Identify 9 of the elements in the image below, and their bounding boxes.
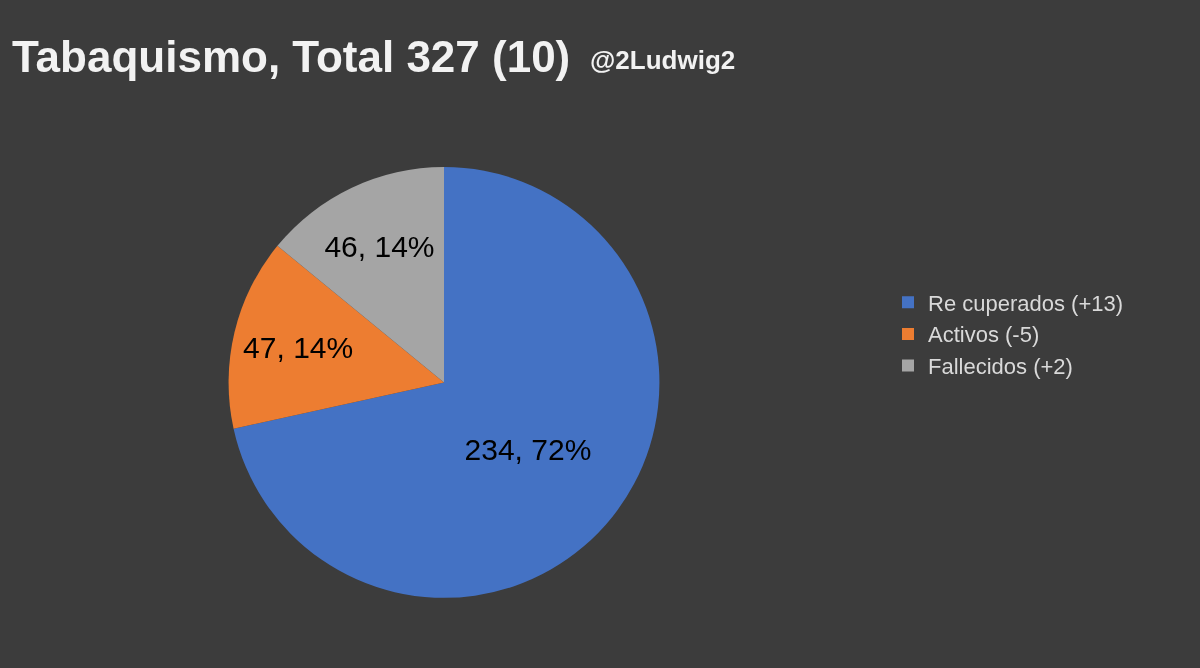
legend-label: Activos (-5) bbox=[928, 322, 1040, 348]
chart-subtitle: @2Ludwig2 bbox=[590, 45, 736, 75]
legend-label: Fallecidos (+2) bbox=[928, 354, 1073, 380]
data-label: 46, 14% bbox=[324, 229, 435, 263]
chart-title: Tabaquismo, Total 327 (10) bbox=[12, 32, 571, 81]
data-label: 47, 14% bbox=[243, 330, 354, 364]
data-label: 234, 72% bbox=[464, 433, 592, 467]
legend-label: Re cuperados (+13) bbox=[928, 290, 1124, 316]
pie-slice bbox=[233, 167, 660, 598]
